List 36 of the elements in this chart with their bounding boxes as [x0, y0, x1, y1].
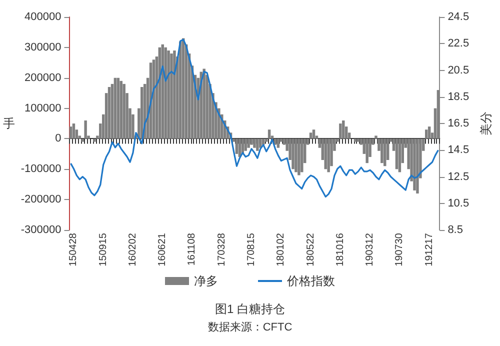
- x-tick-label: 180102: [276, 232, 287, 266]
- y-tick-label: 100000: [24, 102, 62, 114]
- x-tick-label: 191217: [424, 232, 435, 266]
- y2-tick-label: 20.5: [448, 64, 470, 76]
- x-tick-label: 161108: [186, 232, 198, 266]
- x-tick-label: 150428: [68, 232, 80, 266]
- y-tick-label: 0: [55, 132, 62, 145]
- y-tick-label: 300000: [24, 41, 62, 54]
- text: 图1 白糖持仓: [214, 302, 286, 316]
- y-tick-label: -200000: [20, 194, 62, 206]
- x-tick-label: 190312: [364, 232, 376, 266]
- y-axis-title: 手: [3, 116, 15, 130]
- x-tick-label: 160621: [157, 232, 168, 266]
- source-note: 数据来源：CFTC: [208, 320, 292, 334]
- x-tick-label: 170328: [216, 232, 228, 266]
- y2-tick-label: 14.5: [448, 144, 470, 156]
- x-tick-label: 160202: [127, 232, 138, 266]
- y2-tick-label: 10.5: [448, 197, 470, 210]
- y2-tick-label: 18.5: [448, 90, 470, 103]
- legend-label: 价格指数: [286, 274, 335, 288]
- x-tick-label: 170815: [246, 232, 258, 266]
- y2-tick-label: 22.5: [448, 38, 470, 50]
- y-tick-label: 200000: [24, 72, 62, 84]
- y2-tick-label: 16.5: [448, 118, 470, 130]
- x-tick-label: 180522: [305, 232, 316, 266]
- y-tick-label: -100000: [20, 163, 62, 176]
- y-tick-label: 400000: [24, 11, 62, 23]
- x-tick-label: 150915: [98, 232, 109, 266]
- x-tick-label: 181016: [334, 232, 346, 266]
- y2-axis-title: 美分: [479, 112, 493, 136]
- y2-tick-label: 8.5: [448, 224, 463, 236]
- x-tick-label: 190730: [394, 232, 406, 266]
- y2-tick-label: 12.5: [448, 170, 470, 183]
- y-tick-label: -300000: [20, 224, 62, 236]
- y2-tick-label: 24.5: [448, 11, 470, 23]
- legend-label: 净多: [194, 274, 218, 288]
